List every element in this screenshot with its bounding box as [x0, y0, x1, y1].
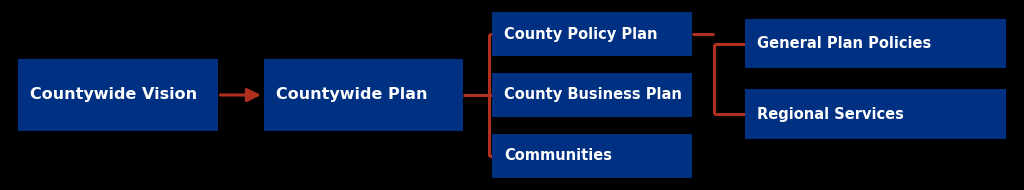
Text: General Plan Policies: General Plan Policies — [758, 36, 932, 51]
FancyBboxPatch shape — [745, 19, 1006, 68]
FancyBboxPatch shape — [492, 73, 692, 117]
FancyBboxPatch shape — [745, 89, 1006, 139]
Text: Countywide Vision: Countywide Vision — [31, 88, 198, 102]
FancyBboxPatch shape — [492, 134, 692, 178]
Text: County Policy Plan: County Policy Plan — [504, 27, 657, 42]
Text: Regional Services: Regional Services — [758, 107, 904, 121]
Text: Countywide Plan: Countywide Plan — [275, 88, 427, 102]
FancyBboxPatch shape — [18, 59, 218, 131]
Text: Communities: Communities — [504, 148, 612, 163]
FancyBboxPatch shape — [492, 12, 692, 56]
Text: County Business Plan: County Business Plan — [504, 88, 682, 102]
FancyBboxPatch shape — [263, 59, 463, 131]
